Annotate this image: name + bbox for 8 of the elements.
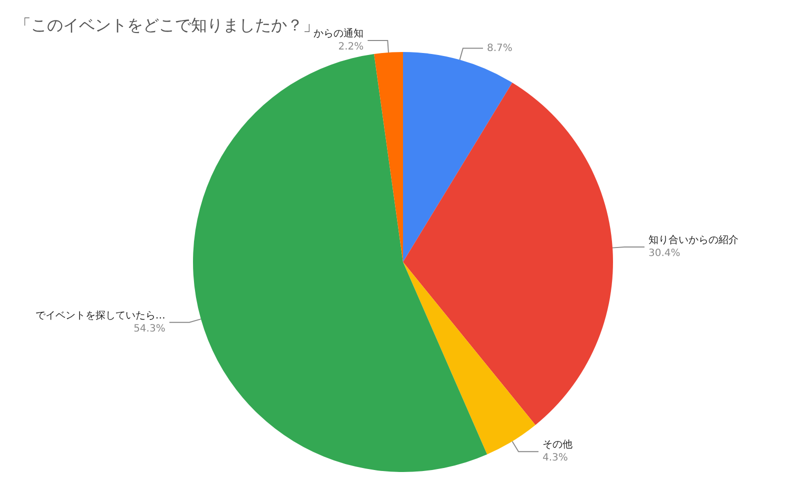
slice-label: その他 [542,438,573,451]
data-label: 54.3% [134,323,166,334]
data-label: 2.2% [338,42,364,53]
slice-label: でイベントを探していたら… [35,309,166,322]
data-label: 30.4% [648,248,680,259]
slice-label: 知り合いからの紹介 [648,234,738,246]
data-label: 8.7% [486,42,512,54]
data-label: 4.3% [542,452,568,464]
